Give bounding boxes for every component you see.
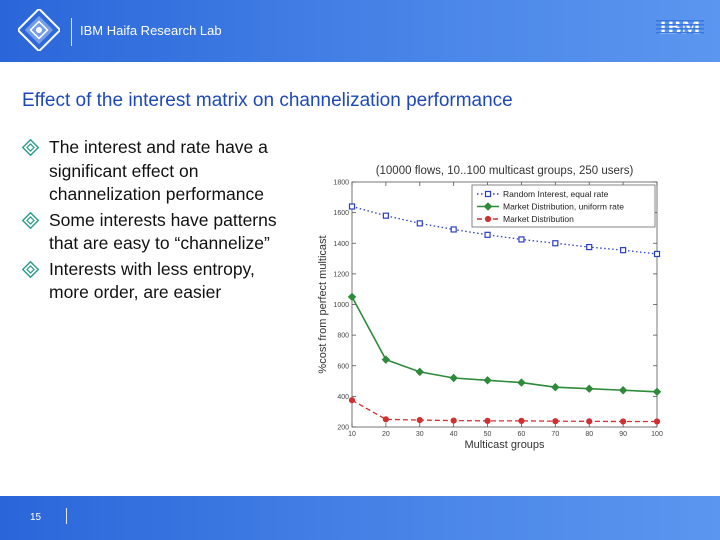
x-tick-label: 40 (450, 431, 458, 438)
y-tick-label: 200 (337, 425, 349, 432)
footer-separator (66, 508, 67, 524)
y-tick-label: 1000 (333, 302, 349, 309)
chart-title: (10000 flows, 10..100 multicast groups, … (376, 165, 634, 177)
data-point (382, 212, 389, 219)
line-chart: (10000 flows, 10..100 multicast groups, … (317, 165, 663, 451)
data-point (552, 418, 559, 425)
series-line (351, 399, 657, 423)
x-tick-label: 80 (585, 431, 593, 438)
y-tick-label: 1400 (333, 241, 349, 248)
data-point (552, 240, 559, 247)
legend-label: Market Distribution (503, 214, 574, 224)
lab-name: IBM Haifa Research Lab (80, 23, 222, 38)
data-point (585, 384, 594, 393)
data-point (348, 397, 356, 404)
x-tick-label: 60 (518, 431, 526, 438)
data-point (484, 231, 491, 238)
bullet-list: The interest and rate have a significant… (22, 136, 282, 307)
bullet-item: The interest and rate have a significant… (22, 136, 282, 207)
x-tick-label: 10 (348, 431, 356, 438)
series-line (351, 296, 658, 393)
legend-label: Market Distribution, uniform rate (503, 202, 624, 212)
bullet-text: The interest and rate have a significant… (49, 137, 268, 204)
data-point (381, 355, 391, 364)
x-tick-label: 100 (651, 431, 663, 438)
bullet-text: Some interests have patterns that are ea… (49, 209, 277, 254)
x-tick-label: 90 (619, 431, 627, 438)
footer-bar: 15 (0, 496, 720, 540)
data-point (484, 417, 491, 424)
data-point (416, 417, 423, 424)
y-tick-label: 800 (337, 333, 349, 340)
header-separator (71, 18, 72, 46)
x-tick-label: 50 (484, 431, 492, 438)
data-point (415, 367, 424, 377)
data-point (551, 382, 560, 392)
data-point (450, 226, 457, 233)
y-tick-label: 1600 (333, 210, 349, 217)
page-number: 15 (30, 512, 42, 523)
data-point (518, 417, 525, 424)
legend-marker (484, 190, 492, 198)
data-point (517, 378, 526, 387)
data-point (449, 373, 458, 383)
y-tick-label: 1200 (333, 271, 349, 278)
x-tick-label: 30 (416, 431, 424, 438)
y-tick-label: 600 (337, 363, 349, 370)
legend-marker (483, 202, 493, 211)
y-tick-label: 1800 (333, 180, 349, 187)
x-tick-label: 20 (382, 431, 390, 438)
ibm-logo-icon: IBM (656, 16, 704, 38)
data-point (620, 418, 627, 425)
data-point (653, 418, 661, 425)
diamond-bullet-icon (22, 260, 39, 278)
series-line (351, 205, 658, 255)
diamond-bullet-icon (22, 139, 39, 156)
diamond-bullet-icon (22, 211, 39, 229)
bullet-item: Some interests have patterns that are ea… (22, 209, 282, 256)
data-point (586, 418, 593, 425)
data-point (483, 376, 492, 385)
bullet-item: Interests with less entropy, more order,… (22, 258, 282, 305)
data-point (416, 220, 423, 227)
data-point (348, 203, 356, 210)
data-point (382, 416, 389, 423)
slide-title: Effect of the interest matrix on channel… (22, 90, 513, 111)
data-point (652, 387, 662, 396)
data-point (618, 386, 628, 395)
bullet-text: Interests with less entropy, more order,… (49, 258, 255, 303)
legend-box (471, 184, 656, 228)
header-bar: IBM Haifa Research Lab IBM (0, 0, 720, 62)
data-point (620, 247, 627, 254)
y-tick-label: 400 (337, 394, 349, 401)
x-tick-label: 70 (551, 431, 559, 438)
ibm-logo-text: IBM (659, 16, 701, 38)
data-point (450, 417, 457, 424)
x-axis-label: Multicast groups (464, 439, 545, 451)
data-point (518, 236, 525, 243)
data-point (347, 292, 357, 302)
data-point (653, 250, 661, 258)
y-axis-label: %cost from perfect multicast (317, 235, 329, 373)
legend-marker (484, 215, 492, 223)
ibm-research-logo-icon (18, 9, 60, 51)
legend-label: Random Interest, equal rate (503, 189, 609, 199)
data-point (586, 243, 593, 251)
